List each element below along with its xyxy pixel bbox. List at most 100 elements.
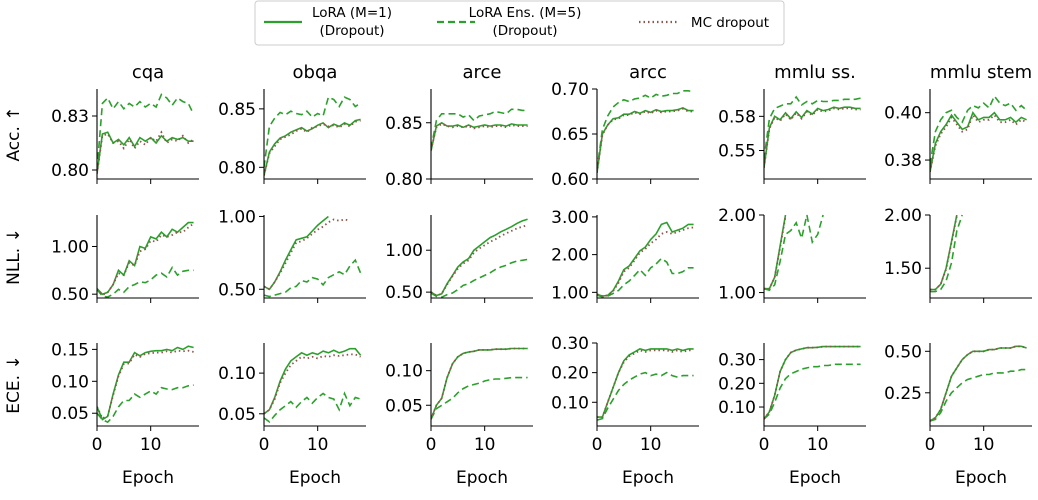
y-tick-label: 0.30	[551, 334, 589, 354]
legend: LoRA (M=1) (Dropout) LoRA Ens. (M=5) (Dropo…	[254, 0, 785, 46]
panel: 0.55 0.58	[718, 89, 866, 184]
series-line-solid	[764, 345, 861, 420]
series-line-dotted	[431, 122, 528, 151]
panel: 0.50 1.00	[218, 207, 366, 303]
panel: 0.10 0.20 0.30 0 10 Epoch	[551, 334, 699, 488]
column-title: obqa	[293, 62, 338, 83]
x-axis-label: Epoch	[955, 468, 1007, 488]
series-line-dotted	[930, 215, 958, 291]
legend-label: LoRA (M=1)	[312, 5, 392, 21]
y-tick-label: 3.00	[551, 208, 589, 228]
series-line-solid	[764, 106, 861, 168]
y-tick-label: 1.00	[385, 241, 423, 261]
panel: 0.50 1.00	[385, 215, 533, 303]
x-tick-label: 0	[259, 435, 270, 455]
series-line-solid	[431, 347, 528, 420]
series-line-solid	[930, 111, 1027, 173]
x-tick-label: 0	[426, 435, 437, 455]
y-tick-label: 0.85	[385, 114, 423, 134]
panel: 0.10 0.20 0.30 0 10 Epoch	[718, 343, 866, 488]
series-line-dashed	[930, 214, 963, 293]
series-line-dotted	[597, 107, 694, 173]
series-line-dashed	[431, 108, 528, 149]
column-title: arcc	[629, 62, 667, 83]
series-line-dotted	[97, 222, 195, 297]
panel: 0.25 0.50 0 10 Epoch	[884, 342, 1032, 488]
panel: 0.05 0.10 0 10 Epoch	[385, 343, 533, 488]
series-line-dashed	[597, 257, 694, 298]
x-tick-label: 10	[140, 435, 162, 455]
series-line-dashed	[597, 90, 694, 171]
y-tick-label: 1.00	[51, 237, 89, 257]
series-line-dashed	[764, 363, 861, 420]
row-label: NLL. ↓	[4, 228, 24, 285]
y-tick-label: 1.00	[551, 283, 589, 303]
x-tick-label: 10	[807, 435, 829, 455]
series-line-dashed	[97, 93, 195, 171]
x-tick-label: 10	[474, 435, 496, 455]
x-axis-label: Epoch	[622, 468, 674, 488]
row-label: Acc. ↑	[4, 106, 24, 161]
panel: 0.05 0.10 0 10 Epoch	[218, 343, 366, 488]
x-tick-label: 0	[759, 435, 770, 455]
x-tick-label: 0	[92, 435, 103, 455]
y-tick-label: 0.10	[385, 362, 423, 382]
y-tick-label: 0.05	[385, 396, 423, 416]
series-line-dashed	[431, 376, 528, 420]
y-tick-label: 0.50	[51, 285, 89, 305]
y-tick-label: 0.55	[718, 142, 756, 162]
series-line-dotted	[97, 349, 194, 420]
series-line-dotted	[930, 113, 1027, 173]
legend-label-sub: (Dropout)	[492, 23, 557, 39]
series-line-solid	[97, 345, 194, 421]
series-line-dotted	[764, 345, 861, 420]
column-title: mmlu ss.	[774, 62, 856, 83]
panel: 1.00 2.00 3.00	[551, 208, 699, 303]
y-tick-label: 0.30	[718, 351, 756, 371]
series-line-solid	[597, 107, 694, 173]
panel: 1.50 2.00	[884, 206, 1032, 303]
panel: 0.80 0.83	[51, 89, 199, 184]
x-axis-label: Epoch	[789, 468, 841, 488]
x-tick-label: 0	[925, 435, 936, 455]
y-tick-label: 0.83	[51, 107, 89, 127]
y-tick-label: 0.05	[218, 405, 256, 425]
series-line-dotted	[97, 130, 195, 174]
x-axis-label: Epoch	[289, 468, 341, 488]
y-tick-label: 0.10	[718, 398, 756, 418]
y-tick-label: 0.15	[51, 340, 89, 360]
y-tick-label: 0.80	[51, 161, 89, 181]
series-line-solid	[930, 345, 1027, 422]
x-axis-label: Epoch	[122, 468, 174, 488]
y-tick-label: 0.80	[385, 170, 423, 190]
y-tick-label: 1.50	[884, 259, 922, 279]
y-tick-label: 0.20	[551, 364, 589, 384]
series-line-solid	[597, 348, 694, 418]
panel: 0.80 0.85	[385, 89, 533, 190]
series-line-solid	[431, 121, 528, 152]
series-line-dotted	[597, 226, 694, 298]
y-tick-label: 0.38	[884, 151, 922, 171]
y-tick-label: 0.50	[218, 280, 256, 300]
series-line-dashed	[97, 384, 194, 424]
x-tick-label: 10	[973, 435, 995, 455]
y-tick-label: 0.50	[385, 283, 423, 303]
y-tick-label: 0.25	[884, 384, 922, 404]
series-line-dashed	[764, 214, 824, 292]
series-line-dotted	[764, 216, 787, 290]
panel: 0.05 0.10 0.15 0 10 Epoch	[51, 340, 199, 488]
series-line-dotted	[431, 224, 528, 297]
y-tick-label: 2.00	[551, 246, 589, 266]
series-line-dashed	[97, 266, 194, 298]
series-line-dotted	[264, 353, 361, 415]
y-tick-label: 0.20	[718, 374, 756, 394]
legend-label: MC dropout	[691, 15, 769, 31]
row-label: ECE. ↓	[4, 355, 24, 413]
y-tick-label: 0.10	[51, 372, 89, 392]
legend-frame	[254, 0, 785, 46]
y-tick-label: 0.70	[551, 80, 589, 100]
panel: 0.80 0.85	[218, 89, 366, 184]
x-axis-label: Epoch	[456, 468, 508, 488]
y-tick-label: 0.50	[884, 342, 922, 362]
